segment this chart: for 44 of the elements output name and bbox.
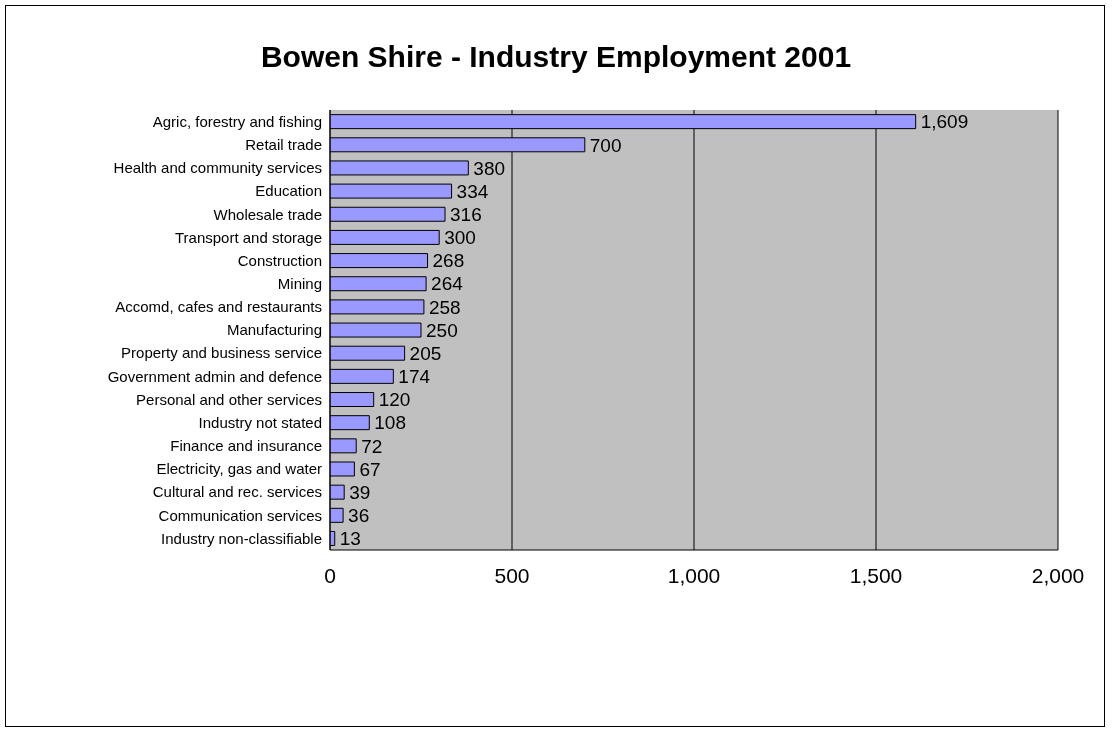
y-tick-label: Cultural and rec. services — [152, 483, 322, 501]
y-tick-label: Retail trade — [245, 136, 322, 154]
data-label: 39 — [349, 481, 371, 503]
data-label: 268 — [432, 250, 465, 272]
y-tick-label: Health and community services — [113, 159, 322, 177]
data-label: 334 — [456, 180, 489, 202]
y-tick-label: Finance and insurance — [170, 437, 322, 455]
y-tick-label: Electricity, gas and water — [156, 460, 322, 478]
x-tick-label: 0 — [324, 563, 336, 587]
data-label: 300 — [444, 227, 476, 249]
y-tick-label: Communication services — [158, 506, 322, 524]
data-label: 258 — [428, 296, 461, 318]
data-label: 13 — [339, 528, 361, 550]
data-label: 67 — [359, 458, 381, 480]
y-tick-label: Personal and other services — [136, 390, 322, 408]
data-label: 120 — [378, 389, 411, 411]
x-tick-label: 1,000 — [667, 563, 721, 587]
y-tick-label: Transport and storage — [174, 228, 322, 246]
data-label: 316 — [450, 204, 482, 226]
data-label: 1,609 — [920, 111, 969, 133]
y-tick-label: Construction — [237, 251, 322, 269]
y-tick-label: Industry not stated — [198, 413, 322, 431]
y-tick-label: Agric, forestry and fishing — [152, 112, 322, 130]
x-tick-label: 2,000 — [1031, 563, 1085, 587]
data-label: 36 — [348, 505, 370, 527]
data-label: 380 — [473, 157, 506, 179]
y-tick-label: Accomd, cafes and restaurants — [115, 298, 322, 316]
y-tick-label: Wholesale trade — [213, 205, 322, 223]
data-label: 264 — [431, 273, 464, 295]
x-tick-label: 1,500 — [849, 563, 903, 587]
chart-title: Bowen Shire - Industry Employment 2001 — [259, 40, 853, 74]
y-tick-label: Manufacturing — [226, 321, 322, 339]
data-label: 250 — [426, 319, 458, 341]
x-tick-label: 500 — [494, 563, 530, 587]
data-label: 205 — [409, 342, 442, 364]
data-label: 108 — [374, 412, 407, 434]
data-label: 174 — [398, 366, 431, 388]
y-tick-label: Mining — [277, 275, 322, 293]
y-tick-label: Education — [255, 182, 322, 200]
y-tick-label: Government admin and defence — [107, 367, 322, 385]
y-tick-label: Industry non-classifiable — [161, 529, 322, 547]
data-label: 72 — [361, 435, 383, 457]
y-tick-label: Property and business service — [121, 344, 322, 362]
data-label: 700 — [589, 134, 622, 156]
